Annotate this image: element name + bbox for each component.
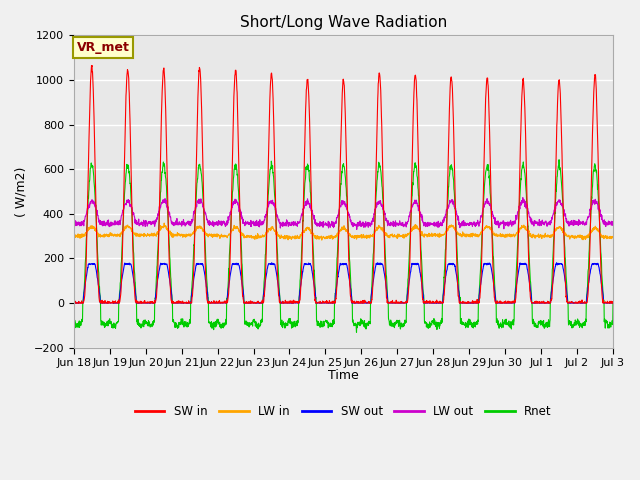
- SW in: [562, 287, 570, 292]
- Rnet: [500, 321, 508, 326]
- SW in: [70, 300, 77, 305]
- LW out: [562, 216, 570, 222]
- LW in: [562, 231, 570, 237]
- Rnet: [70, 317, 77, 323]
- SW in: [371, 214, 379, 219]
- Rnet: [556, 157, 563, 163]
- Rnet: [562, 265, 570, 271]
- LW in: [161, 220, 168, 226]
- Line: LW in: LW in: [74, 223, 613, 240]
- SW out: [609, 300, 617, 306]
- LW out: [220, 220, 228, 226]
- LW out: [353, 227, 360, 232]
- Rnet: [609, 300, 617, 306]
- LW out: [500, 219, 508, 225]
- LW in: [70, 233, 77, 239]
- SW in: [500, 300, 508, 306]
- SW in: [577, 299, 584, 305]
- LW in: [609, 234, 617, 240]
- LW in: [371, 227, 379, 233]
- Legend: SW in, LW in, SW out, LW out, Rnet: SW in, LW in, SW out, LW out, Rnet: [130, 400, 557, 423]
- SW out: [577, 300, 584, 306]
- Rnet: [220, 320, 228, 325]
- SW out: [70, 300, 77, 306]
- LW in: [577, 234, 584, 240]
- Title: Short/Long Wave Radiation: Short/Long Wave Radiation: [240, 15, 447, 30]
- LW out: [577, 221, 584, 227]
- LW in: [500, 233, 508, 239]
- LW out: [359, 223, 367, 229]
- LW in: [221, 232, 228, 238]
- SW in: [88, 62, 95, 68]
- SW out: [220, 300, 228, 306]
- SW in: [70, 300, 78, 306]
- LW out: [609, 222, 617, 228]
- SW out: [359, 300, 367, 306]
- Rnet: [577, 322, 584, 328]
- Rnet: [359, 321, 367, 326]
- SW out: [553, 260, 561, 265]
- SW in: [360, 300, 367, 306]
- LW in: [360, 232, 367, 238]
- X-axis label: Time: Time: [328, 370, 359, 383]
- SW in: [609, 300, 617, 306]
- Line: SW out: SW out: [74, 263, 613, 303]
- Y-axis label: ( W/m2): ( W/m2): [15, 166, 28, 216]
- LW out: [371, 206, 379, 212]
- LW in: [318, 237, 326, 243]
- Text: VR_met: VR_met: [76, 41, 129, 54]
- SW in: [221, 300, 228, 305]
- SW out: [562, 280, 570, 286]
- Rnet: [353, 329, 360, 335]
- Line: SW in: SW in: [74, 65, 613, 303]
- SW out: [371, 270, 378, 276]
- SW out: [500, 300, 508, 305]
- Line: LW out: LW out: [74, 198, 613, 229]
- Rnet: [371, 223, 379, 228]
- Line: Rnet: Rnet: [74, 160, 613, 332]
- LW out: [519, 195, 527, 201]
- LW out: [70, 221, 77, 227]
